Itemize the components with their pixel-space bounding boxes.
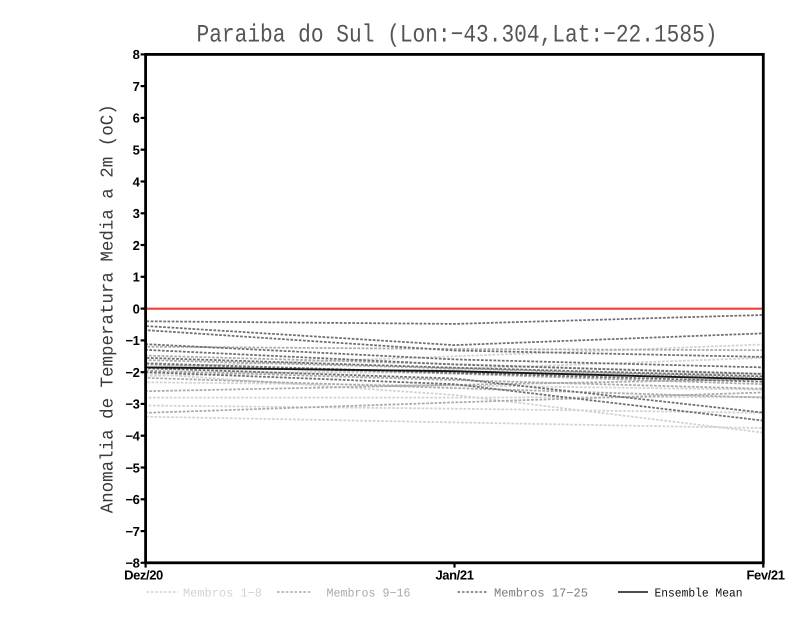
svg-text:Paraiba do Sul (Lon:−43.304,La: Paraiba do Sul (Lon:−43.304,Lat:−22.1585…	[197, 21, 718, 50]
svg-text:Fev/21: Fev/21	[746, 568, 784, 583]
svg-text:1: 1	[133, 270, 140, 285]
svg-text:−7: −7	[125, 524, 139, 539]
svg-text:0: 0	[133, 301, 140, 316]
svg-text:5: 5	[133, 143, 140, 158]
svg-text:Jan/21: Jan/21	[435, 568, 473, 583]
svg-text:−1: −1	[125, 333, 139, 348]
svg-text:−3: −3	[125, 397, 139, 412]
svg-text:6: 6	[133, 111, 140, 126]
svg-text:Ensemble Mean: Ensemble Mean	[655, 587, 743, 601]
svg-text:−4: −4	[125, 429, 140, 444]
svg-text:8: 8	[133, 47, 140, 62]
svg-text:2: 2	[133, 238, 140, 253]
svg-text:−6: −6	[125, 492, 139, 507]
svg-text:Dez/20: Dez/20	[124, 568, 163, 583]
svg-text:Membros 17−25: Membros 17−25	[494, 587, 588, 601]
svg-text:7: 7	[133, 79, 140, 94]
svg-text:−5: −5	[125, 460, 139, 475]
svg-text:4: 4	[133, 174, 141, 189]
svg-text:Membros 9−16: Membros 9−16	[327, 587, 411, 601]
svg-text:3: 3	[133, 206, 140, 221]
svg-text:−2: −2	[125, 365, 139, 380]
svg-text:−8: −8	[125, 556, 139, 571]
svg-text:Anomalia de Temperatura Media: Anomalia de Temperatura Media a 2m (oC)	[99, 104, 119, 513]
svg-text:Membros 1−8: Membros 1−8	[183, 587, 262, 601]
